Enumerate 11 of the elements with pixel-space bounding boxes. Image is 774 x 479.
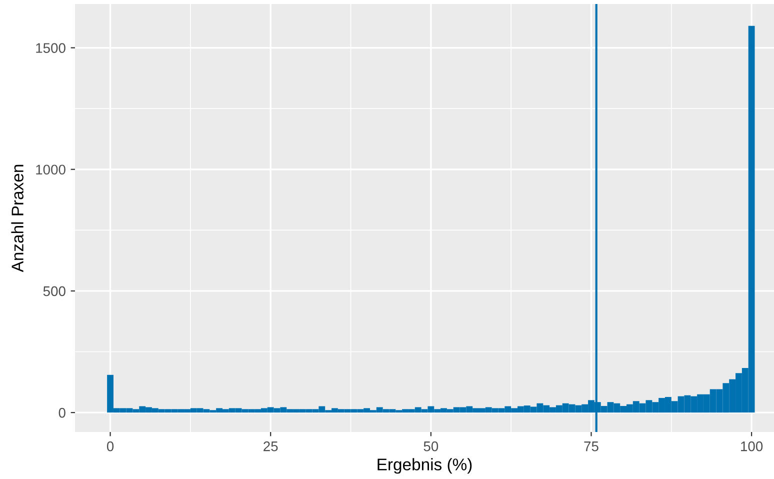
y-axis-title: Anzahl Praxen (11, 164, 24, 272)
y-tick-label: 1000 (36, 164, 66, 175)
x-tick-label: 75 (584, 442, 598, 452)
x-tick-label: 0 (106, 441, 114, 452)
y-tick-label: 500 (43, 286, 66, 296)
y-tick-label: 0 (58, 408, 66, 418)
y-tick-label: 1500 (36, 43, 66, 53)
x-tick-label: 100 (741, 441, 763, 452)
x-tick-label: 50 (424, 441, 438, 452)
x-axis-title: Ergebnis (%) (378, 458, 472, 474)
x-tick-label: 25 (264, 441, 278, 452)
